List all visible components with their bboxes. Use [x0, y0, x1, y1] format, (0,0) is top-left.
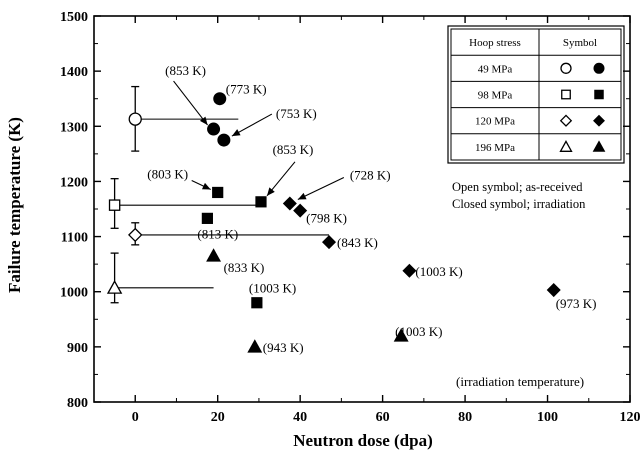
y-tick-label: 1400	[60, 65, 88, 80]
arrow-head	[231, 129, 241, 137]
x-tick-label: 40	[293, 410, 307, 425]
x-tick-label: 60	[376, 410, 390, 425]
legend-open-square	[561, 89, 571, 100]
closed-square-point	[255, 196, 267, 208]
arrow-head	[201, 182, 211, 190]
note-closed-symbol: Closed symbol; irradiation	[452, 197, 586, 211]
closed-triangle-point	[247, 339, 263, 353]
legend: Hoop stress Symbol 49 MPa 98 MPa 120 MPa 196 …	[447, 25, 625, 164]
legend-stress-label: 98 MPa	[478, 90, 513, 102]
legend-closed-triangle	[592, 140, 606, 152]
temperature-label: (943 K)	[263, 340, 304, 355]
legend-outer-border	[447, 25, 625, 164]
x-tick-label: 20	[211, 410, 225, 425]
open-triangle-point	[106, 279, 123, 294]
legend-stress-label: 196 MPa	[475, 142, 515, 154]
axes: 0 20 40 60 80 100 120 800 900 1000 1100 1200 1300 140…	[60, 10, 641, 425]
x-tick-label: 120	[620, 410, 641, 425]
temperature-label: (813 K)	[197, 226, 238, 241]
temperature-label: (1003 K)	[249, 281, 296, 296]
legend-stress-label: 49 MPa	[478, 63, 513, 75]
leader-arrow	[297, 176, 345, 200]
temperature-label: (843 K)	[337, 235, 378, 250]
closed-square-point	[201, 212, 213, 224]
temperature-label: (798 K)	[306, 211, 347, 226]
y-tick-label: 1300	[60, 120, 88, 135]
temperature-label: (973 K)	[556, 296, 597, 311]
temperature-label: (1003 K)	[415, 264, 462, 279]
x-tick-label: 100	[537, 410, 558, 425]
y-tick-label: 1200	[60, 175, 88, 190]
closed-diamond-point	[282, 196, 297, 211]
annotations: (773 K) (853 K) (753 K) (803 K) (853 K) (813 …	[147, 63, 596, 355]
open-diamond-point	[128, 227, 143, 243]
temperature-label: (1003 K)	[395, 324, 442, 339]
temperature-label: (728 K)	[350, 167, 391, 182]
y-tick-label: 1500	[60, 10, 88, 25]
closed-circle-point	[213, 92, 227, 106]
closed-circle-point	[217, 133, 231, 147]
arrow-head	[266, 187, 275, 196]
closed-diamond-point	[546, 283, 561, 298]
legend-closed-circle	[593, 62, 605, 74]
legend-header-symbol: Symbol	[563, 37, 597, 49]
arrow-head	[297, 192, 307, 200]
temperature-label: (833 K)	[224, 260, 265, 275]
closed-square-point	[251, 297, 263, 309]
temperature-label: (753 K)	[276, 106, 317, 121]
legend-header-stress: Hoop stress	[469, 37, 521, 49]
legend-closed-diamond	[593, 114, 605, 127]
closed-diamond-point	[402, 263, 417, 278]
legend-open-circle	[560, 62, 572, 74]
closed-diamond-point	[293, 203, 308, 218]
legend-table	[450, 28, 622, 161]
y-tick-label: 800	[67, 396, 88, 411]
y-axis-title: Failure temperature (K)	[5, 117, 24, 293]
legend-open-diamond	[559, 114, 573, 127]
closed-circle-point	[207, 122, 221, 136]
closed-triangle-point	[393, 328, 409, 342]
temperature-label: (803 K)	[147, 166, 188, 181]
x-tick-label: 80	[458, 410, 472, 425]
note-open-symbol: Open symbol; as-received	[452, 180, 583, 194]
y-tick-label: 1100	[61, 231, 88, 246]
y-tick-label: 1000	[60, 286, 88, 301]
y-tick-label: 900	[67, 341, 88, 356]
closed-square-point	[212, 186, 224, 199]
temperature-label: (853 K)	[273, 142, 314, 157]
temperature-label: (773 K)	[226, 82, 267, 97]
data-series	[106, 85, 561, 353]
footnote-irradiation-temperature: (irradiation temperature)	[456, 374, 584, 389]
legend-stress-label: 120 MPa	[475, 116, 515, 128]
open-square-point	[108, 199, 121, 211]
closed-diamond-point	[322, 235, 337, 250]
legend-closed-square	[594, 89, 604, 100]
x-tick-label: 0	[132, 410, 139, 425]
open-circle-point	[128, 112, 142, 126]
x-axis-title: Neutron dose (dpa)	[293, 431, 432, 450]
arrow-head	[199, 116, 208, 126]
closed-triangle-point	[206, 248, 222, 262]
leader-arrow	[173, 80, 209, 126]
legend-open-triangle	[559, 140, 573, 152]
temperature-label: (853 K)	[165, 63, 206, 78]
